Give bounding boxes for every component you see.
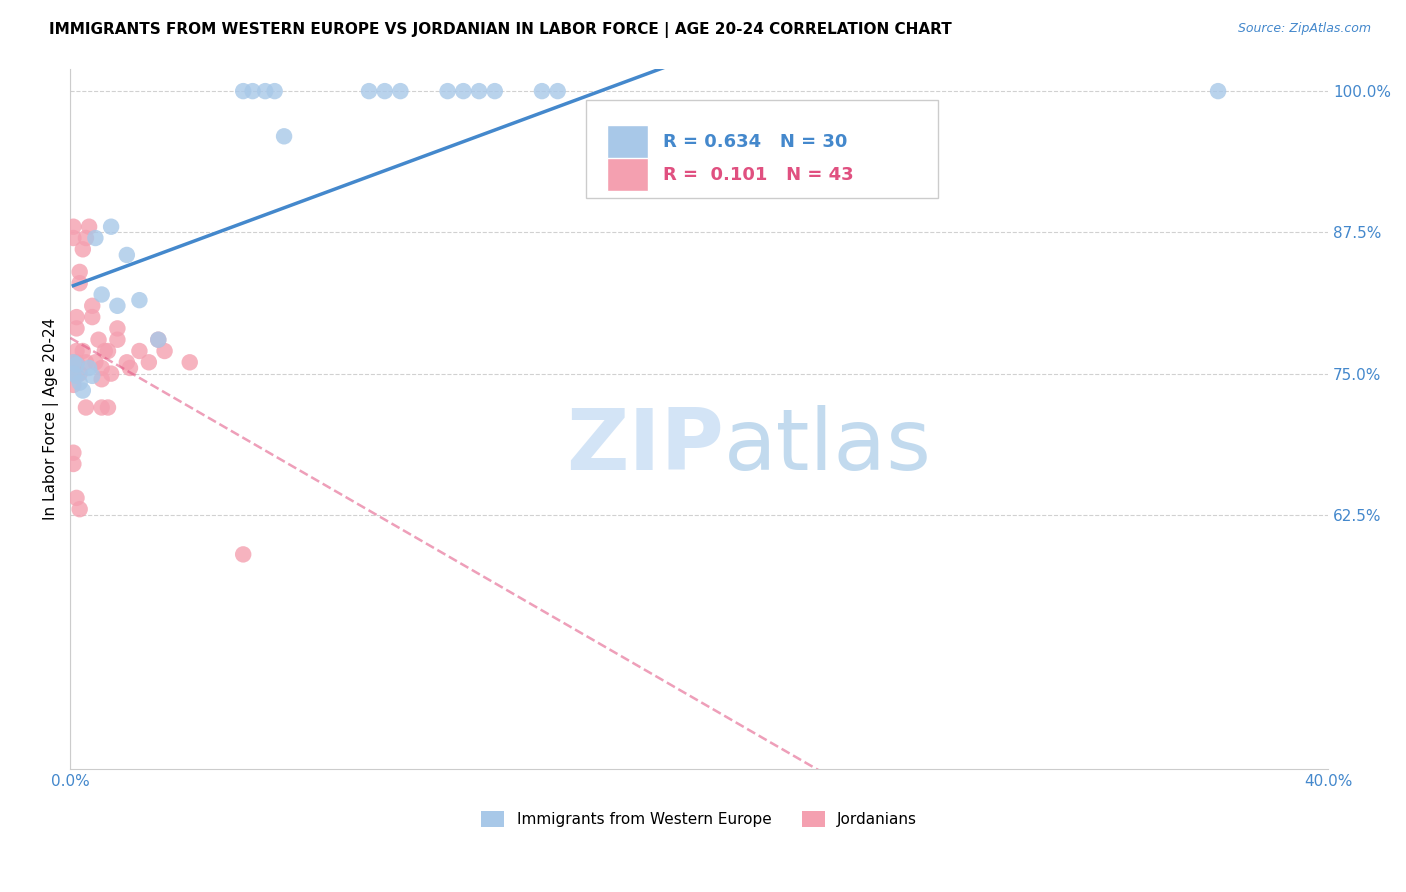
Point — [100, 219, 122, 234]
Point — [69, 367, 91, 381]
Point — [77, 361, 100, 376]
Point — [128, 293, 150, 307]
Point — [242, 84, 264, 98]
Point — [1206, 84, 1229, 98]
Point — [62, 231, 84, 245]
Point — [115, 248, 138, 262]
Point — [453, 84, 475, 98]
Point — [62, 378, 84, 392]
Point — [72, 384, 94, 398]
Point — [148, 333, 170, 347]
Point — [65, 491, 87, 505]
Point — [62, 355, 84, 369]
Text: R =  0.101   N = 43: R = 0.101 N = 43 — [662, 166, 853, 184]
Point — [179, 355, 201, 369]
Point — [65, 321, 87, 335]
Text: atlas: atlas — [724, 405, 932, 488]
Point — [90, 401, 112, 415]
Point — [90, 372, 112, 386]
Point — [232, 84, 254, 98]
Point — [69, 502, 91, 516]
Point — [75, 401, 97, 415]
Point — [82, 368, 104, 383]
Point — [100, 367, 122, 381]
Point — [62, 446, 84, 460]
Legend: Immigrants from Western Europe, Jordanians: Immigrants from Western Europe, Jordania… — [475, 805, 924, 833]
Point — [254, 84, 277, 98]
Point — [69, 276, 91, 290]
Point — [69, 376, 91, 390]
Text: R = 0.634   N = 30: R = 0.634 N = 30 — [662, 133, 846, 151]
Point — [128, 344, 150, 359]
Point — [62, 219, 84, 234]
Point — [65, 355, 87, 369]
Point — [94, 344, 117, 359]
Point — [75, 355, 97, 369]
Point — [97, 344, 120, 359]
Point — [72, 242, 94, 256]
FancyBboxPatch shape — [607, 158, 648, 192]
Point — [65, 344, 87, 359]
Point — [484, 84, 506, 98]
Point — [82, 310, 104, 324]
Point — [107, 333, 129, 347]
Point — [468, 84, 491, 98]
Point — [84, 231, 107, 245]
Point — [374, 84, 396, 98]
Point — [148, 333, 170, 347]
Point — [107, 321, 129, 335]
FancyBboxPatch shape — [607, 125, 648, 159]
Point — [263, 84, 285, 98]
Point — [97, 401, 120, 415]
Point — [65, 310, 87, 324]
Point — [62, 367, 84, 381]
Y-axis label: In Labor Force | Age 20-24: In Labor Force | Age 20-24 — [44, 318, 59, 520]
Point — [84, 355, 107, 369]
Point — [107, 299, 129, 313]
Point — [72, 344, 94, 359]
Point — [77, 219, 100, 234]
Point — [357, 84, 380, 98]
Text: Source: ZipAtlas.com: Source: ZipAtlas.com — [1237, 22, 1371, 36]
Point — [69, 265, 91, 279]
Point — [530, 84, 553, 98]
Point — [65, 368, 87, 383]
Point — [232, 548, 254, 562]
FancyBboxPatch shape — [586, 100, 938, 198]
Point — [389, 84, 412, 98]
Point — [436, 84, 458, 98]
Point — [547, 84, 569, 98]
Point — [273, 129, 295, 144]
Point — [138, 355, 160, 369]
Point — [90, 287, 112, 301]
Point — [118, 361, 141, 376]
Point — [62, 355, 84, 369]
Text: ZIP: ZIP — [567, 405, 724, 488]
Point — [62, 367, 84, 381]
Point — [82, 299, 104, 313]
Point — [153, 344, 176, 359]
Point — [115, 355, 138, 369]
Point — [62, 457, 84, 471]
Point — [90, 361, 112, 376]
Point — [65, 358, 87, 372]
Point — [87, 333, 110, 347]
Text: IMMIGRANTS FROM WESTERN EUROPE VS JORDANIAN IN LABOR FORCE | AGE 20-24 CORRELATI: IMMIGRANTS FROM WESTERN EUROPE VS JORDAN… — [49, 22, 952, 38]
Point — [75, 231, 97, 245]
